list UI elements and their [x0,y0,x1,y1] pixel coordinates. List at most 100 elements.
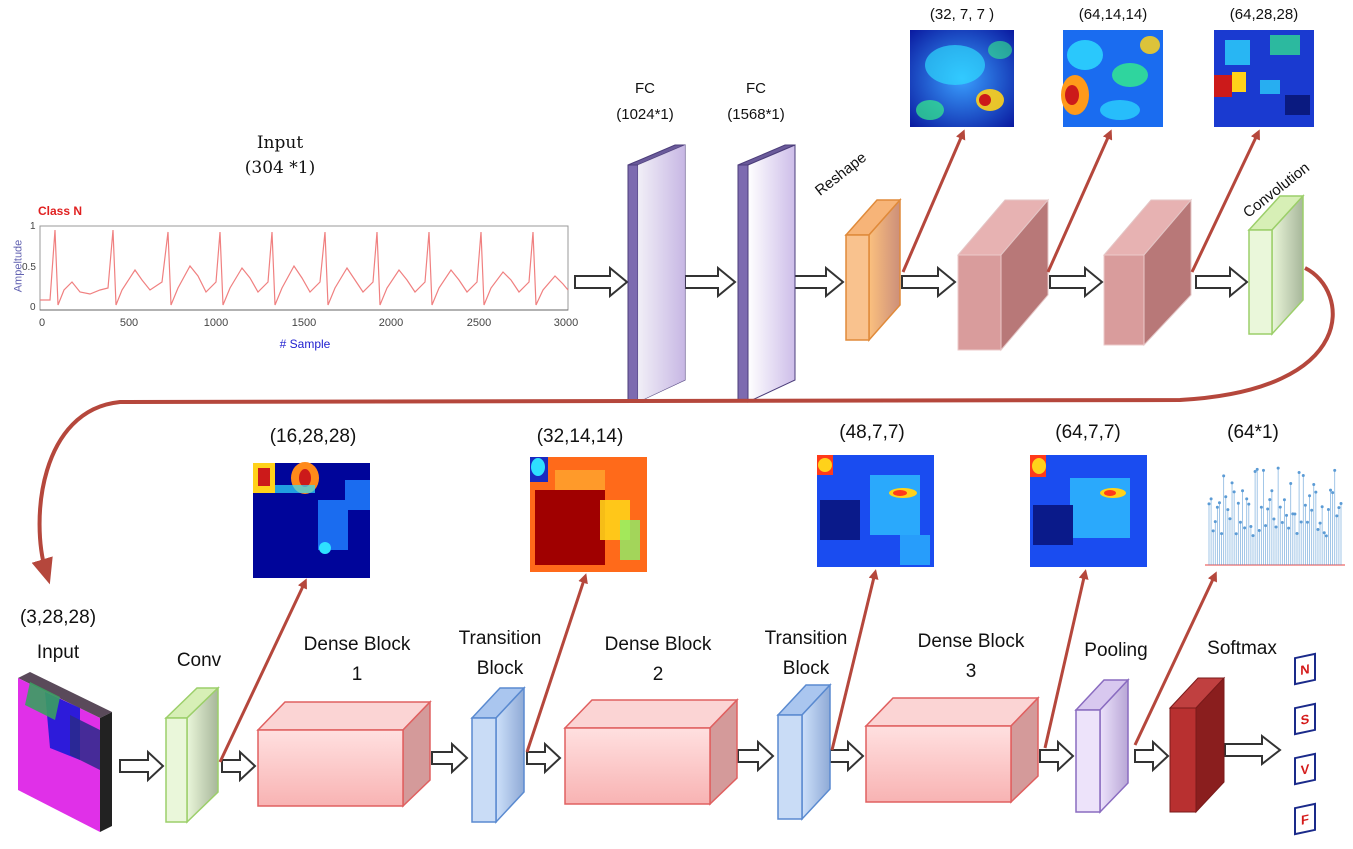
fc2-title: FC [746,80,766,97]
flow-arrow [829,739,865,773]
transition-block-1 [470,686,526,824]
stem-point [1266,507,1270,511]
flow-arrow [684,265,737,299]
stem-point [1213,520,1217,524]
stem-point [1261,468,1265,472]
map-dim-64: (64,7,7) [1055,422,1121,443]
stem-point [1268,498,1272,502]
feature-map-arrow [1046,129,1113,273]
flow-arrow [1049,265,1104,299]
stem-point [1329,488,1333,492]
map2-dim: (64,14,14) [1078,6,1148,23]
flow-arrow [1195,265,1249,299]
stem-point [1236,501,1240,505]
class-output-f: F [1294,802,1316,836]
flow-arrow [737,739,775,773]
flow-arrow [431,741,469,775]
stem-point [1316,527,1320,531]
stem-point [1253,470,1257,474]
heatmap-64x14x14 [1061,30,1163,127]
fc1-title: FC [635,80,655,97]
feature-map-arrow [525,573,588,753]
output-stem-plot [1205,466,1345,566]
transition-block-2 [776,683,832,821]
trans2-label: Transition Block [764,628,848,680]
stem-point [1238,520,1242,524]
feature-map-arrow [1133,571,1217,746]
pooling-block [1074,678,1130,814]
map-dim-32: (32,14,14) [536,426,624,447]
feature-map-arrow [830,569,879,751]
stem-point [1276,466,1280,470]
fc-layer-1024 [627,144,686,403]
top-input-dim: (304 *1) [244,158,316,178]
feature-map-arrow [1190,129,1260,273]
stem-point [1312,483,1316,487]
class-output-s: S [1294,702,1316,736]
map1-dim: (32, 7, 7 ) [929,6,995,23]
ecg-xtick: 1000 [203,317,229,329]
stem-point [1222,474,1226,478]
conv-label: Conv [176,650,222,671]
stem-point [1339,502,1343,506]
flow-arrow [1134,739,1170,773]
ecg-ytick: 1 [30,221,36,232]
stem-point [1295,532,1299,536]
top-input-title: Input [256,133,304,153]
stem-point [1234,532,1238,536]
flow-arrow [574,265,629,299]
stem-point [1305,520,1309,524]
heatmap-64x28x28 [1214,30,1314,127]
stem-point [1207,502,1211,506]
stem-point [1297,470,1301,474]
ecg-xtick: 500 [119,317,139,329]
ecg-xtick: 0 [38,317,46,329]
stem-point [1320,505,1324,509]
pooling-label: Pooling [1084,640,1148,661]
stem-point [1211,529,1215,533]
ecg-ytick: 0.5 [22,262,36,273]
dense2-label: Dense Block 2 [604,634,712,686]
stem-point [1322,531,1326,535]
stem-point [1280,520,1284,524]
convolution-block [1247,194,1305,336]
heatmap-64x7x7 [1030,455,1147,567]
flow-arrow [901,265,957,299]
stem-point [1278,505,1282,509]
stem-point [1331,491,1335,495]
heatmap-48x7x7 [817,455,934,567]
stem-point [1337,506,1341,510]
stem-point [1230,481,1234,485]
bottom-input-dim: (3,28,28) [19,607,97,628]
stem-point [1224,495,1228,499]
stem-point [1310,508,1314,512]
heatmap-16x28x28 [253,462,370,578]
feature-map-arrow [1043,569,1089,749]
stem-point [1249,525,1253,529]
bottom-input-title: Input [36,642,80,663]
ecg-xtick: 2500 [466,317,492,329]
flow-arrow [526,741,562,775]
flow-arrow [221,749,257,783]
stem-point [1217,501,1221,505]
stem-point [1335,514,1339,518]
ecg-xtick: 3000 [553,317,579,329]
stem-point [1274,525,1278,529]
dense-block-3 [864,696,1040,804]
stem-point [1318,521,1322,525]
stem-point [1285,513,1289,517]
map3-dim: (64,28,28) [1229,6,1299,23]
feature-map-arrow [218,578,307,763]
conv-block [164,686,220,824]
stem-point [1245,497,1249,501]
ecg-xlabel: # Sample [279,337,331,351]
stem-point [1270,489,1274,493]
stem-point [1220,532,1224,536]
stem-point [1264,524,1268,528]
ecg-signal-plot [39,225,569,311]
stem-point [1303,503,1307,507]
stem-point [1215,505,1219,509]
stem-point [1301,474,1305,478]
stem-point [1241,489,1245,493]
